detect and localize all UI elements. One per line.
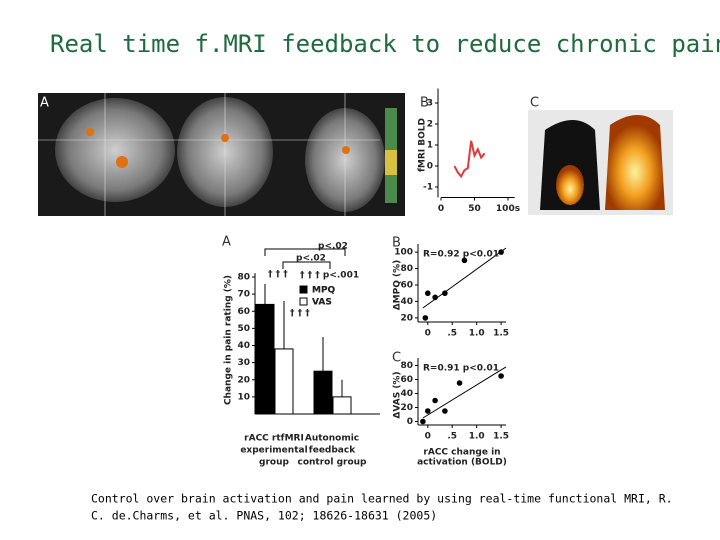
legend-label: MPQ [312,286,336,296]
y-tick-label: 20 [400,403,413,413]
y-tick-label: 30 [237,358,250,368]
panel-letter: C [392,351,401,366]
y-tick-label: 40 [400,389,413,399]
y-tick-label: 100 [394,248,413,258]
y-tick-label: 10 [237,392,250,402]
point [432,397,438,404]
point [432,294,438,301]
x-axis-label: rACC change in [423,448,500,458]
legend-swatch [299,297,308,306]
bar [255,303,275,415]
y-axis-label: fMRI BOLD [418,118,428,172]
legend-label: MPQ [312,286,336,296]
y-tick-label: 80 [237,273,250,283]
panel-letter: B [420,96,429,111]
y-tick-label: 20 [400,313,413,323]
y-tick-label: 50 [237,324,250,334]
point [420,418,426,425]
legend-label: VAS [312,298,332,308]
x-tick-label: 0 [438,204,444,214]
x-tick-label: 1.0 [469,329,485,339]
x-tick-label: .5 [447,329,457,339]
x-tick-label: Autonomic [305,434,359,444]
annotation: p<.02 [296,254,326,264]
y-axis-label: ΔVAS (%) [393,371,403,418]
panel-letter: C [530,96,539,111]
point [442,290,448,297]
bracket [282,261,331,269]
y-axis-label: Change in pain rating (%) [224,275,234,405]
x-tick-label: .5 [447,432,457,442]
annotation: † † † [290,309,310,319]
legend-swatch [299,285,308,294]
x-tick-label: 1.0 [469,432,485,442]
x-tick-label: 1.5 [493,329,509,339]
y-tick-label: 60 [400,281,413,291]
annotation: † † † [268,270,288,280]
legend-label: VAS [312,298,332,308]
point [422,315,429,321]
point [442,408,448,414]
plot-bg [405,93,520,215]
y-tick-label: 60 [237,307,250,317]
caption-line: Control over brain activation and pain l… [91,492,673,506]
x-tick-label: rACC rtfMRI [244,434,304,444]
point [424,290,431,297]
y-tick-label: 40 [400,297,413,307]
y-tick-label: 40 [237,341,250,351]
y-tick-label: 3 [427,99,433,109]
point [498,249,504,255]
x-tick-label: 100s [496,204,520,214]
y-tick-label: 80 [400,264,413,274]
trend-line [422,366,507,419]
y-tick-label: 1 [427,141,433,151]
y-tick-label: -1 [423,183,433,193]
bracket [264,248,346,256]
bar [313,370,333,415]
y-tick-label: 60 [400,375,413,385]
x-tick-label: feedback [309,446,356,456]
y-tick-label: 20 [237,375,250,385]
y-tick-label: 80 [400,361,413,371]
y-tick-label: 2 [427,120,433,130]
point [461,257,468,264]
x-tick-label: 0 [425,329,431,339]
hand-images: C [528,96,673,215]
y-tick-label: 70 [237,290,250,300]
x-tick-label: 0 [425,432,431,442]
brain-images: A [38,93,405,216]
y-tick-label: 0 [407,417,413,427]
point [498,373,504,379]
y-axis-label: ΔMPQ (%) [393,260,403,311]
annotation: R=0.91 p<0.01 [423,364,499,374]
annotation: R=0.92 p<0.01 [423,250,499,260]
panel-letter: A [222,235,231,250]
panel-letter: A [40,96,49,111]
point [456,380,463,386]
x-tick-label: 1.5 [493,432,509,442]
bar [332,396,352,415]
annotation: p<.02 [318,242,348,252]
annotation: † † † p<.001 [300,271,359,281]
panel-letter: B [392,236,401,251]
bar [274,348,294,415]
slide-title: Real time f.MRI feedback to reduce chron… [50,30,720,58]
x-tick-label: 50 [468,204,481,214]
x-tick-label: group [259,458,289,468]
x-tick-label: experimental [240,446,307,456]
data-line [453,140,486,179]
y-tick-label: 0 [427,162,433,172]
x-tick-label: control group [298,458,368,468]
point [424,408,431,414]
caption-line: C. de.Charms, et al. PNAS, 102; 18626-18… [91,509,437,523]
x-axis-label: activation (BOLD) [417,458,507,468]
